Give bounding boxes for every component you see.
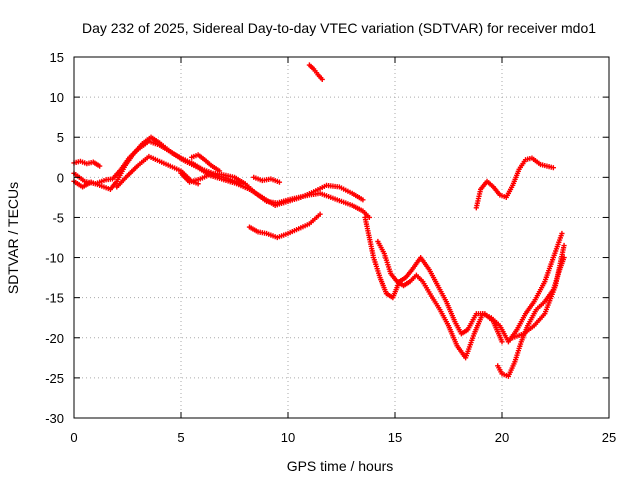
y-tick-label: -25 [45,371,64,386]
series-track-c [71,134,366,209]
data-point [561,242,567,249]
series-track-n [473,155,556,211]
series-track-k [375,230,565,361]
data-point [550,165,556,171]
x-tick-label: 5 [177,430,184,445]
chart-title: Day 232 of 2025, Sidereal Day-to-day VTE… [82,20,596,36]
series-track-e [189,152,223,174]
data-point [360,197,366,203]
data-point [216,168,223,174]
series-track-i [306,62,325,83]
data-points [71,62,567,379]
series-track-f [178,170,244,187]
data-point [319,76,325,83]
data-point [97,163,103,169]
data-point [559,230,565,237]
data-point [317,211,323,217]
y-tick-label: 0 [57,170,64,185]
series-track-g [251,174,283,185]
series-track-m [510,242,567,341]
x-tick-label: 10 [281,430,295,445]
x-axis-label: GPS time / hours [287,458,394,474]
x-tick-label: 25 [602,430,616,445]
y-tick-label: -15 [45,291,64,306]
y-tick-label: 10 [50,90,64,105]
plot-frame [73,56,610,419]
x-tick-label: 15 [388,430,402,445]
data-point [499,339,505,345]
y-tick-label: 5 [57,130,64,145]
grid-lines [74,57,609,418]
y-tick-label: -5 [52,210,64,225]
y-tick-label: 15 [50,50,64,65]
series-track-h [246,211,323,241]
y-tick-label: -10 [45,251,64,266]
y-axis-label: SDTVAR / TECUs [5,182,21,294]
x-tick-label: 20 [495,430,509,445]
data-point [238,181,244,187]
data-point [276,179,283,185]
y-tick-label: -30 [45,411,64,426]
x-tick-label: 0 [70,430,77,445]
y-tick-label: -20 [45,331,64,346]
axis-ticks: 0 5 10 15 20 25 -30 -25 -20 -15 -10 -5 0 5 10 15 [45,50,616,445]
